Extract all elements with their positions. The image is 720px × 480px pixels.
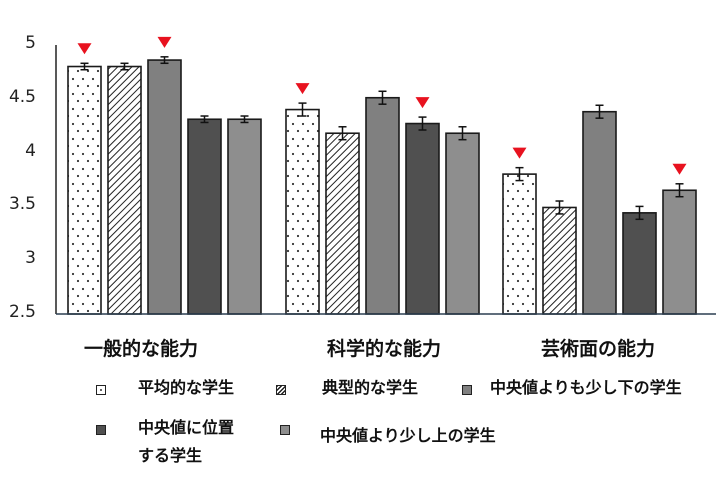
hatched-swatch-icon — [276, 385, 286, 395]
y-tick-label: 2.5 — [8, 302, 36, 322]
light-gray-swatch-icon — [280, 425, 290, 435]
bar — [445, 132, 480, 315]
dark-gray-swatch-icon — [96, 425, 106, 435]
legend-item-median: 中央値に位置 する学生 — [96, 418, 234, 470]
y-tick-label: 4.5 — [8, 86, 36, 107]
bar — [405, 122, 440, 315]
bar — [285, 108, 320, 315]
category-label-arts: 芸術面の能力 — [541, 338, 656, 360]
y-tick-label: 4 — [25, 140, 36, 161]
red-triangle-marker-icon — [157, 36, 172, 48]
red-triangle-marker-icon — [672, 163, 687, 175]
legend-item-typical: 典型的な学生 — [276, 378, 418, 402]
bar — [107, 65, 142, 315]
category-label-science: 科学的な能力 — [327, 338, 442, 360]
legend-label: 中央値よりも少し下の学生 — [490, 378, 682, 397]
bar — [67, 65, 102, 315]
red-triangle-marker-icon — [512, 147, 527, 159]
bar — [227, 118, 262, 315]
red-triangle-marker-icon — [415, 97, 430, 109]
y-tick-label: 3 — [25, 248, 36, 269]
bar — [662, 189, 697, 315]
y-tick-label: 5 — [25, 33, 36, 53]
red-triangle-marker-icon — [77, 43, 92, 55]
bar — [622, 212, 657, 315]
legend-label: 中央値より少し上の学生 — [320, 426, 496, 445]
legend-item-below-median: 中央値よりも少し下の学生 — [462, 378, 682, 402]
legend-label: 中央値に位置 する学生 — [138, 418, 235, 465]
bar — [542, 206, 577, 315]
bar — [147, 59, 182, 315]
legend-label: 平均的な学生 — [138, 378, 235, 397]
legend-label: 典型的な学生 — [322, 378, 419, 397]
bars-group — [67, 36, 697, 315]
bar — [365, 96, 400, 315]
red-triangle-marker-icon — [295, 83, 310, 95]
bar — [325, 132, 360, 315]
legend-item-above-median: 中央値より少し上の学生 — [280, 420, 496, 450]
bar — [582, 110, 617, 315]
bar — [502, 173, 537, 315]
dotted-swatch-icon — [96, 385, 106, 395]
y-tick-label: 3.5 — [8, 194, 36, 215]
gray-swatch-icon — [462, 385, 472, 395]
bar — [187, 118, 222, 315]
category-label-general: 一般的な能力 — [84, 338, 199, 360]
legend-item-average: 平均的な学生 — [96, 378, 234, 402]
